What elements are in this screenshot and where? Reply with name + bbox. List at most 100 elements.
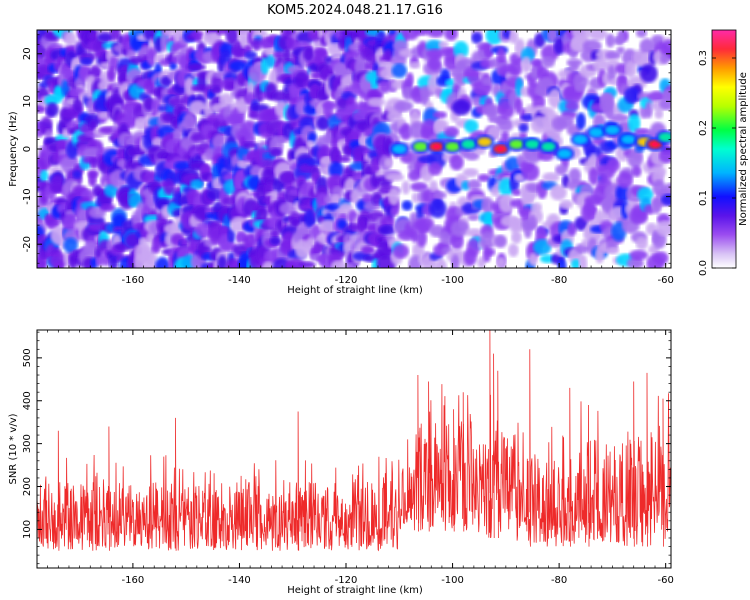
heatmap-cell (444, 126, 460, 138)
heatmap-cell (217, 255, 228, 268)
x-tick-label: -120 (335, 275, 358, 286)
spectrogram-heatmap (37, 30, 671, 268)
heatmap-cell (528, 253, 538, 266)
heatmap-cell (210, 85, 223, 95)
heatmap-cell (383, 49, 393, 62)
y-tick-label: -10 (22, 188, 33, 204)
heatmap-cell (451, 254, 460, 268)
heatmap-cell (390, 206, 399, 217)
heatmap-cell (167, 96, 186, 108)
heatmap-cell (385, 173, 405, 182)
heatmap-cell (494, 234, 507, 248)
heatmap-cell (540, 56, 556, 68)
heatmap-cell (72, 170, 83, 179)
heatmap-cell (514, 97, 523, 115)
y-tick-label: 400 (22, 391, 33, 410)
x-tick-label: -60 (658, 275, 674, 286)
heatmap-cell (218, 93, 234, 108)
heatmap-cell (104, 184, 120, 198)
heatmap-cell (629, 249, 648, 261)
heatmap-cell (87, 172, 97, 187)
y-tick-label: 10 (22, 95, 33, 108)
heatmap-cell (53, 85, 64, 103)
heatmap-cell (237, 160, 247, 169)
ridge-point (557, 149, 572, 159)
ridge-point (445, 142, 460, 152)
heatmap-cell (462, 167, 479, 178)
heatmap-cell (433, 191, 447, 199)
heatmap-cell (244, 50, 258, 60)
heatmap-cell (565, 101, 580, 112)
heatmap-cell (159, 34, 169, 52)
heatmap-cell (357, 218, 367, 234)
heatmap-cell (336, 218, 348, 230)
heatmap-cell (569, 62, 580, 72)
heatmap-cell (64, 31, 77, 47)
heatmap-cell (348, 223, 362, 232)
heatmap-cell (605, 33, 615, 48)
heatmap-cell (290, 217, 302, 228)
heatmap-cell (451, 99, 471, 116)
ridge-point (477, 137, 492, 147)
heatmap-cell (635, 237, 648, 250)
heatmap-cell (471, 32, 483, 44)
heatmap-cell (330, 260, 347, 268)
heatmap-cell (186, 62, 206, 72)
signal-ridge (389, 122, 671, 161)
heatmap-cell (605, 50, 622, 60)
heatmap-cell (496, 257, 506, 268)
heatmap-cell (63, 237, 78, 253)
heatmap-cell (361, 245, 375, 255)
heatmap-cell (627, 113, 641, 133)
ridge-point (621, 134, 636, 144)
heatmap-cell (388, 188, 400, 206)
x-tick-label: -120 (335, 575, 358, 586)
heatmap-cell (88, 119, 98, 131)
heatmap-cell (616, 171, 634, 189)
heatmap-cell (533, 239, 552, 256)
heatmap-cell (486, 125, 501, 140)
heatmap-cell (508, 243, 519, 257)
x-tick-label: -100 (441, 575, 464, 586)
heatmap-cell (386, 110, 403, 123)
snr-x-label: Height of straight line (km) (287, 585, 423, 596)
heatmap-cell (229, 60, 247, 72)
x-tick-label: -140 (228, 575, 251, 586)
heatmap-cell (624, 60, 637, 78)
heatmap-cell (242, 141, 259, 149)
snr-panel: -160 -140 -120 -100 -80 -60 100 200 300 400 500 H… (8, 329, 674, 596)
heatmap-cell (429, 180, 438, 192)
heatmap-cell (498, 194, 515, 213)
heatmap-cell (384, 158, 394, 168)
x-tick-label: -80 (551, 275, 567, 286)
ridge-point (509, 139, 524, 149)
heatmap-cell (479, 231, 497, 249)
heatmap-cell (108, 256, 119, 268)
x-tick-label: -60 (658, 575, 674, 586)
heatmap-cell (61, 109, 80, 119)
heatmap-cell (370, 156, 381, 175)
heatmap-cell (108, 56, 119, 70)
heatmap-cell (542, 172, 560, 183)
heatmap-cell (444, 30, 459, 41)
heatmap-cell (557, 258, 567, 268)
heatmap-cell (427, 56, 442, 71)
heatmap-cell (576, 112, 586, 130)
heatmap-cell (508, 60, 523, 77)
heatmap-cell (279, 202, 298, 215)
heatmap-cell (402, 87, 414, 101)
heatmap-cell (316, 192, 329, 210)
heatmap-cell (97, 32, 115, 43)
heatmap-cell (425, 39, 443, 52)
y-tick-label: 200 (22, 477, 33, 496)
heatmap-cell (229, 216, 248, 233)
heatmap-cell (251, 38, 262, 51)
heatmap-cell (190, 179, 204, 190)
spectrogram-y-ticks: -20 -10 0 10 20 (22, 34, 671, 264)
heatmap-cell (654, 108, 664, 120)
heatmap-cell (345, 262, 356, 268)
heatmap-cell (449, 154, 464, 171)
heatmap-cell (401, 180, 410, 195)
heatmap-cell (521, 189, 534, 208)
heatmap-cell (146, 47, 157, 67)
